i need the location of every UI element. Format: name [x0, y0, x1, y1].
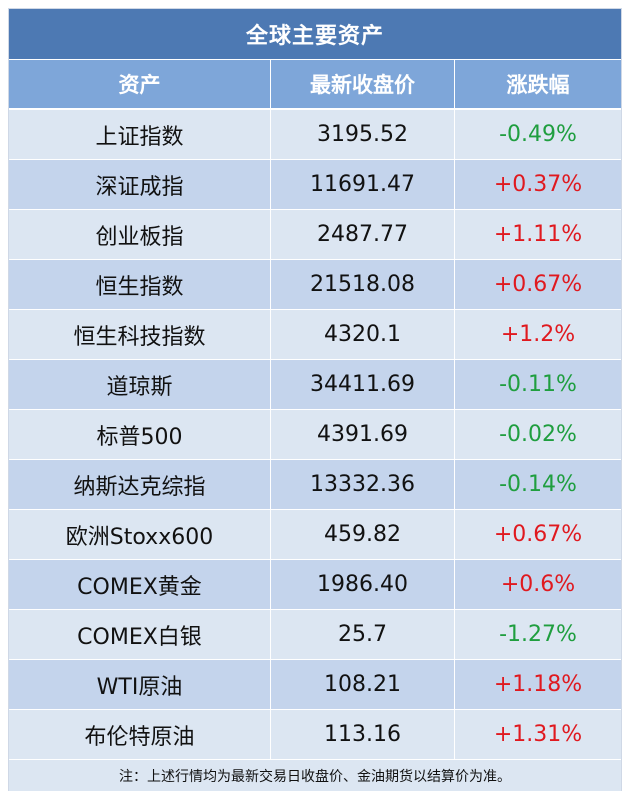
close-price-cell: 459.82 [271, 510, 455, 559]
close-price-cell: 2487.77 [271, 210, 455, 259]
table-row: 纳斯达克综指 13332.36 -0.14% [9, 459, 621, 509]
close-price-cell: 4320.1 [271, 310, 455, 359]
close-price-cell: 34411.69 [271, 360, 455, 409]
asset-name-cell: COMEX黄金 [9, 560, 271, 609]
change-percent-cell: +1.2% [500, 322, 576, 347]
change-percent-cell: -0.14% [499, 472, 577, 497]
close-price-cell: 3195.52 [271, 110, 455, 159]
close-price-cell: 108.21 [271, 660, 455, 709]
table-row: 创业板指 2487.77 +1.11% [9, 209, 621, 259]
asset-name-cell: 纳斯达克综指 [9, 460, 271, 509]
change-percent-cell: +0.67% [493, 522, 583, 547]
asset-name-cell: 创业板指 [9, 210, 271, 259]
table-row: 道琼斯 34411.69 -0.11% [9, 359, 621, 409]
close-price-cell: 4391.69 [271, 410, 455, 459]
close-price-cell: 25.7 [271, 610, 455, 659]
close-price-cell: 21518.08 [271, 260, 455, 309]
table-body: 上证指数 3195.52 -0.49% 深证成指 11691.47 +0.37% 创业板指 2… [9, 109, 621, 759]
close-price-cell: 11691.47 [271, 160, 455, 209]
table-row: WTI原油 108.21 +1.18% [9, 659, 621, 709]
asset-name-cell: 深证成指 [9, 160, 271, 209]
asset-name-cell: 上证指数 [9, 110, 271, 159]
change-percent-cell: +0.6% [500, 572, 576, 597]
table-title: 全球主要资产 [9, 9, 621, 59]
change-percent-cell: +1.31% [493, 722, 583, 747]
table-row: COMEX黄金 1986.40 +0.6% [9, 559, 621, 609]
table-row: COMEX白银 25.7 -1.27% [9, 609, 621, 659]
change-percent-cell: -0.11% [499, 372, 577, 397]
change-percent-cell: +1.18% [493, 672, 583, 697]
change-percent-cell: +0.37% [493, 172, 583, 197]
asset-name-cell: 欧洲Stoxx600 [9, 510, 271, 559]
close-price-cell: 1986.40 [271, 560, 455, 609]
table-row: 标普500 4391.69 -0.02% [9, 409, 621, 459]
asset-name-cell: 恒生指数 [9, 260, 271, 309]
change-percent-cell: -1.27% [499, 622, 577, 647]
close-price-cell: 113.16 [271, 710, 455, 759]
change-percent-cell: -0.49% [499, 122, 577, 147]
asset-table: 全球主要资产 资产 最新收盘价 涨跌幅 上证指数 3195.52 -0.49% 深证成… [8, 8, 622, 791]
header-asset: 资产 [9, 60, 271, 108]
asset-name-cell: 道琼斯 [9, 360, 271, 409]
header-close-price: 最新收盘价 [271, 60, 455, 108]
header-change: 涨跌幅 [506, 73, 570, 97]
footnote: 注：上述行情均为最新交易日收盘价、金油期货以结算价为准。 [9, 759, 621, 791]
table-row: 深证成指 11691.47 +0.37% [9, 159, 621, 209]
table-row: 欧洲Stoxx600 459.82 +0.67% [9, 509, 621, 559]
table-row: 恒生指数 21518.08 +0.67% [9, 259, 621, 309]
change-percent-cell: -0.02% [499, 422, 577, 447]
close-price-cell: 13332.36 [271, 460, 455, 509]
table-row: 上证指数 3195.52 -0.49% [9, 109, 621, 159]
asset-name-cell: 布伦特原油 [9, 710, 271, 759]
asset-name-cell: WTI原油 [9, 660, 271, 709]
asset-name-cell: 恒生科技指数 [9, 310, 271, 359]
change-percent-cell: +0.67% [493, 272, 583, 297]
table-row: 布伦特原油 113.16 +1.31% [9, 709, 621, 759]
asset-name-cell: 标普500 [9, 410, 271, 459]
asset-name-cell: COMEX白银 [9, 610, 271, 659]
table-header-row: 资产 最新收盘价 涨跌幅 [9, 60, 621, 108]
change-percent-cell: +1.11% [493, 222, 583, 247]
table-row: 恒生科技指数 4320.1 +1.2% [9, 309, 621, 359]
